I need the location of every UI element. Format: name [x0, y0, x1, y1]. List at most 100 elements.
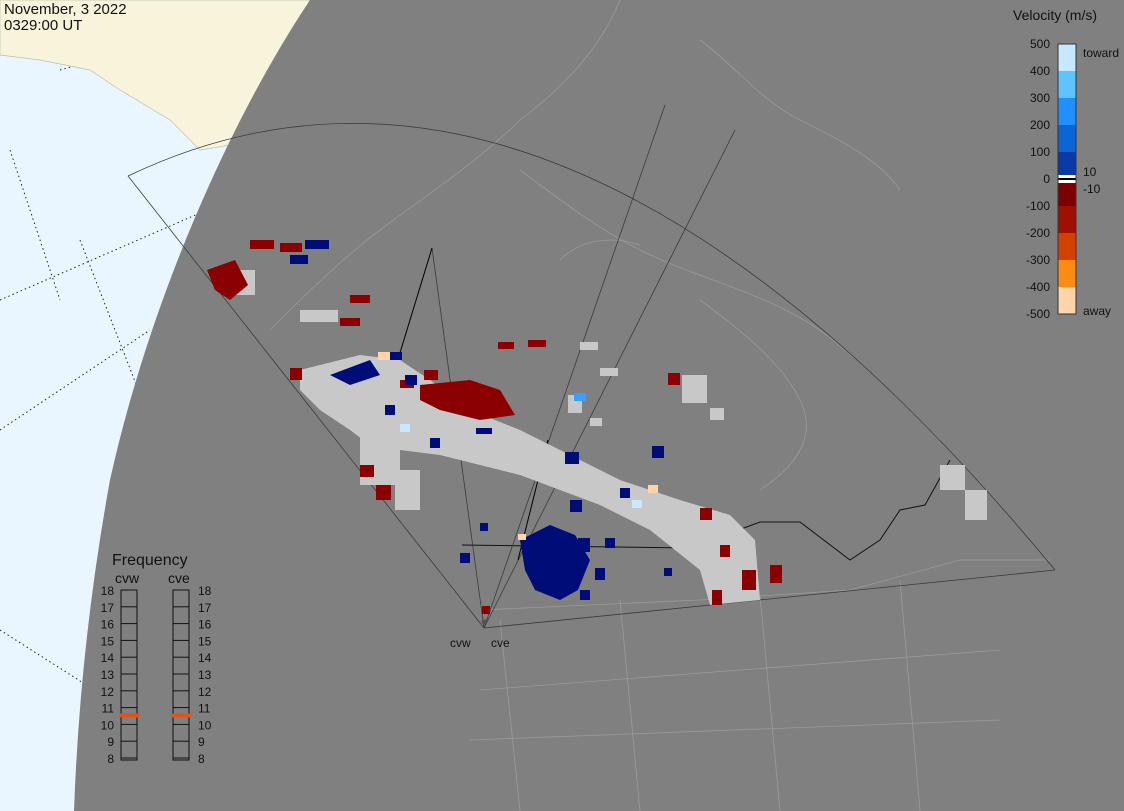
- frequency-level-label: 8: [107, 752, 114, 766]
- colorbar-block: [1058, 71, 1076, 79]
- frequency-marker-cve: [171, 713, 191, 718]
- velocity-high-pixels: [378, 352, 658, 540]
- colorbar-block: [1058, 44, 1076, 52]
- radar-label-cvw: cvw: [450, 636, 471, 650]
- colorbar-block: [1058, 280, 1076, 288]
- colorbar-block: [1058, 246, 1076, 254]
- frequency-level-label: 10: [101, 718, 115, 732]
- colorbar-block: [1058, 111, 1076, 119]
- frequency-level-label: 17: [198, 601, 212, 615]
- colorbar-block: [1058, 226, 1076, 234]
- velocity-tick-label: -500: [1026, 307, 1050, 321]
- frequency-level-label: 14: [101, 651, 115, 665]
- colorbar-block: [1058, 125, 1076, 133]
- colorbar-block: [1058, 57, 1076, 65]
- frequency-legend: Frequency cvw cve 18 18 17 17 16 16 15 15 14 14 13…: [101, 552, 212, 766]
- velocity-colorbar: Velocity (m/s) 500 400 300 200 100 0 -100 -200 -…: [1013, 7, 1119, 321]
- colorbar-block: [1058, 118, 1076, 126]
- velocity-tick-label: 400: [1030, 64, 1050, 78]
- colorbar-block: [1058, 253, 1076, 261]
- colorbar-block: [1058, 152, 1076, 160]
- frequency-level-label: 15: [198, 634, 212, 648]
- colorbar-block: [1058, 239, 1076, 247]
- frequency-level-label: 18: [101, 584, 115, 598]
- colorbar-block: [1058, 192, 1076, 200]
- frequency-level-label: 12: [198, 685, 212, 699]
- frequency-level-label: 14: [198, 651, 212, 665]
- colorbar-block: [1058, 158, 1076, 166]
- colorbar-block: [1058, 266, 1076, 274]
- colorbar-zero-line: [1058, 178, 1076, 180]
- colorbar-block: [1058, 138, 1076, 146]
- frequency-level-label: 10: [198, 718, 212, 732]
- colorbar-block: [1058, 84, 1076, 92]
- colorbar-block: [1058, 77, 1076, 85]
- colorbar-block: [1058, 50, 1076, 58]
- frequency-level-label: 13: [101, 668, 115, 682]
- colorbar-block: [1058, 212, 1076, 220]
- time-label: 0329:00 UT: [4, 17, 83, 34]
- velocity-tick-label: 300: [1030, 91, 1050, 105]
- frequency-level-label: 12: [101, 685, 115, 699]
- frequency-level-label: 15: [101, 634, 115, 648]
- velocity-tick-label: 500: [1030, 37, 1050, 51]
- colorbar-block: [1058, 293, 1076, 301]
- colorbar-block: [1058, 185, 1076, 193]
- frequency-column-cve: [172, 589, 190, 761]
- radar-label-cve: cve: [491, 636, 510, 650]
- velocity-away-patches: [207, 240, 782, 614]
- frequency-title: Frequency: [112, 552, 188, 569]
- velocity-tick-label: 100: [1030, 145, 1050, 159]
- toward-label: toward: [1083, 46, 1119, 60]
- colorbar-block: [1058, 206, 1076, 214]
- frequency-marker-cvw: [119, 713, 139, 718]
- frequency-level-label: 11: [102, 702, 115, 716]
- frequency-level-label: 13: [198, 668, 212, 682]
- frequency-level-label: 18: [198, 584, 212, 598]
- velocity-toward-patches: [290, 240, 672, 600]
- velocity-tick-label: -200: [1026, 226, 1050, 240]
- colorbar-zero-band: [1058, 175, 1076, 178]
- frequency-level-label: 8: [198, 752, 205, 766]
- radar-name-cve: cve: [168, 570, 190, 586]
- frequency-level-label: 16: [198, 618, 212, 632]
- frequency-level-label: 17: [101, 601, 115, 615]
- frequency-level-label: 9: [107, 735, 114, 749]
- away-label: away: [1083, 304, 1111, 318]
- map-outlines: [269, 0, 1050, 811]
- colorbar-block: [1058, 219, 1076, 227]
- colorbar-block: [1058, 104, 1076, 112]
- frequency-level-label: 11: [198, 702, 211, 716]
- velocity-tick-label: -300: [1026, 253, 1050, 267]
- colorbar-block: [1058, 165, 1076, 173]
- radar-site-marker: [481, 619, 487, 625]
- colorbar-block: [1058, 64, 1076, 72]
- colorbar-block: [1058, 307, 1076, 315]
- plus-ten-label: 10: [1083, 165, 1097, 179]
- colorbar-block: [1058, 260, 1076, 268]
- colorbar-block: [1058, 199, 1076, 207]
- radar-name-cvw: cvw: [115, 570, 140, 586]
- colorbar-zero-band: [1058, 180, 1076, 183]
- colorbar-block: [1058, 287, 1076, 295]
- colorbar-block: [1058, 233, 1076, 241]
- date-label: November, 3 2022: [4, 1, 127, 18]
- ground-scatter: [225, 270, 987, 605]
- frequency-level-label: 9: [198, 735, 205, 749]
- minus-ten-label: -10: [1083, 182, 1101, 196]
- colorbar-block: [1058, 131, 1076, 139]
- velocity-tick-label: -400: [1026, 280, 1050, 294]
- frequency-level-label: 16: [101, 618, 115, 632]
- frequency-column-cvw: [120, 589, 138, 761]
- velocity-tick-label: 200: [1030, 118, 1050, 132]
- velocity-tick-label: -100: [1026, 199, 1050, 213]
- colorbar-block: [1058, 145, 1076, 153]
- colorbar-frame: [1057, 43, 1077, 315]
- velocity-title: Velocity (m/s): [1013, 7, 1097, 23]
- velocity-tick-label: 0: [1043, 172, 1050, 186]
- colorbar-block: [1058, 273, 1076, 281]
- colorbar-block: [1058, 98, 1076, 106]
- colorbar-block: [1058, 300, 1076, 308]
